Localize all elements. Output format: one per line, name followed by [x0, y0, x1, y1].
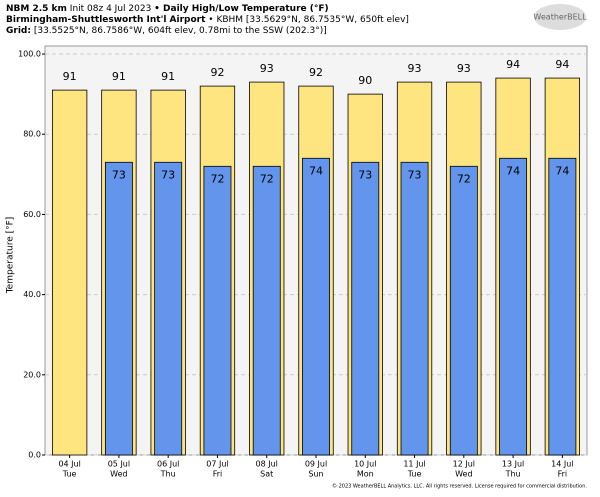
x-tick-label: 11 Jul [403, 460, 425, 469]
low-value-label: 73 [112, 168, 126, 181]
x-tick-day: Thu [160, 470, 176, 479]
low-value-label: 72 [260, 172, 274, 185]
low-value-label: 72 [457, 172, 471, 185]
y-tick-label: 60.0 [23, 210, 41, 219]
low-bar [154, 161, 183, 456]
x-tick-label: 14 Jul [551, 460, 573, 469]
high-value-label: 92 [210, 66, 224, 79]
station-info: • KBHM [33.5629°N, 86.7535°W, 650ft elev… [208, 15, 409, 25]
high-value-label: 91 [112, 70, 126, 83]
x-tick-label: 05 Jul [108, 460, 130, 469]
x-tick-day: Wed [110, 470, 127, 479]
high-value-label: 90 [358, 74, 372, 87]
low-value-label: 73 [358, 168, 372, 181]
grid-label: Grid: [6, 26, 31, 36]
grid-info: [33.5525°N, 86.7586°W, 604ft elev, 0.78m… [34, 26, 327, 36]
x-tick-label: 09 Jul [305, 460, 327, 469]
low-bar [252, 165, 281, 456]
x-tick-label: 07 Jul [206, 460, 228, 469]
high-value-label: 94 [506, 58, 520, 71]
low-bar [400, 161, 429, 456]
header-line-1: NBM 2.5 km Init 08z 4 Jul 2023 • Daily H… [6, 4, 329, 14]
low-value-label: 72 [210, 172, 224, 185]
low-value-label: 74 [555, 164, 569, 177]
low-bar [203, 165, 232, 456]
x-tick-label: 13 Jul [502, 460, 524, 469]
low-bar [548, 157, 577, 456]
low-bar [499, 157, 528, 456]
x-tick-label: 10 Jul [354, 460, 376, 469]
high-value-label: 91 [63, 70, 77, 83]
x-tick-day: Tue [407, 470, 422, 479]
logo-globe [534, 4, 586, 30]
logo: WeatherBELL [533, 13, 587, 22]
y-axis-label: Temperature [°F] [6, 217, 16, 295]
low-bar [351, 161, 380, 456]
low-value-label: 73 [408, 168, 422, 181]
high-value-label: 93 [408, 62, 422, 75]
x-tick-day: Thu [505, 470, 521, 479]
footer: © 2023 WeatherBELL Analytics, LLC. All r… [332, 483, 587, 490]
x-tick-label: 08 Jul [256, 460, 278, 469]
high-value-label: 94 [555, 58, 569, 71]
high-value-label: 91 [161, 70, 175, 83]
header-line-2: Birmingham-Shuttlesworth Int'l Airport •… [6, 15, 409, 25]
low-bar [104, 161, 133, 456]
x-tick-day: Mon [357, 470, 374, 479]
high-value-label: 93 [260, 62, 274, 75]
low-value-label: 73 [161, 168, 175, 181]
x-tick-label: 12 Jul [453, 460, 475, 469]
low-value-label: 74 [506, 164, 520, 177]
y-tick-label: 0.0 [28, 451, 41, 460]
y-tick-label: 100.0 [18, 50, 41, 59]
low-bar [449, 165, 478, 456]
product: • Daily High/Low Temperature (°F) [154, 4, 328, 14]
low-value-label: 74 [309, 164, 323, 177]
x-tick-day: Sun [308, 470, 323, 479]
x-tick-day: Sat [260, 470, 273, 479]
x-tick-day: Fri [213, 470, 223, 479]
high-value-label: 93 [457, 62, 471, 75]
low-bar [302, 157, 330, 456]
high-value-label: 92 [309, 66, 323, 79]
header-line-3: Grid: [33.5525°N, 86.7586°W, 604ft elev,… [6, 26, 327, 36]
init: Init 08z 4 Jul 2023 [70, 4, 152, 14]
model: NBM 2.5 km [6, 4, 67, 14]
high-bar [51, 89, 88, 456]
x-tick-label: 04 Jul [58, 460, 80, 469]
y-tick-label: 20.0 [23, 370, 41, 379]
x-tick-label: 06 Jul [157, 460, 179, 469]
x-tick-day: Fri [558, 470, 568, 479]
station: Birmingham-Shuttlesworth Int'l Airport [6, 15, 206, 25]
y-tick-label: 40.0 [23, 290, 41, 299]
x-tick-day: Tue [62, 470, 77, 479]
x-tick-day: Wed [455, 470, 472, 479]
y-tick-label: 80.0 [23, 130, 41, 139]
